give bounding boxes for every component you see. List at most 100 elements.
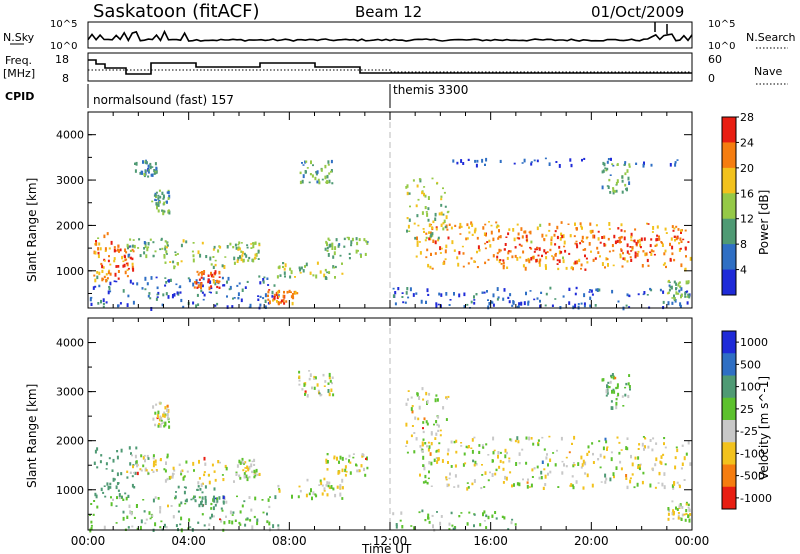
velocity-cell: [184, 499, 187, 503]
power-cell: [498, 259, 501, 264]
power-cell: [106, 277, 109, 280]
power-cell: [612, 188, 615, 192]
velocity-cell: [643, 447, 645, 451]
nsky-panel: N.Sky 10^5 10^0 10^5 10^0 N.Search: [3, 19, 796, 52]
velocity-cell: [530, 437, 533, 440]
velocity-cell: [582, 486, 585, 490]
power-cell: [94, 278, 97, 283]
power-cell: [508, 300, 511, 304]
power-cell: [532, 255, 535, 259]
power-cell: [97, 251, 100, 255]
power-cell: [167, 189, 170, 192]
velocity-cell: [425, 420, 428, 424]
power-cell: [195, 281, 198, 285]
velocity-cell: [95, 494, 98, 499]
power-cell: [578, 258, 581, 263]
velocity-cell: [628, 374, 631, 377]
power-cell: [502, 261, 505, 265]
velocity-cell: [493, 449, 496, 452]
power-cell: [584, 248, 587, 251]
power-cell: [266, 277, 269, 280]
power-cell: [619, 253, 622, 256]
power-cell: [434, 240, 437, 245]
power-cell: [152, 241, 155, 244]
power-cell: [680, 229, 683, 232]
power-cell: [127, 253, 130, 258]
velocity-cell: [473, 479, 476, 483]
velocity-cell: [180, 472, 183, 476]
power-cell: [456, 256, 459, 260]
velocity-cell: [584, 472, 587, 475]
velocity-cell: [435, 394, 438, 397]
power-cell: [405, 186, 408, 189]
velocity-cell: [674, 465, 677, 470]
power-cell: [517, 232, 520, 236]
velocity-cell: [250, 508, 253, 512]
power-cell: [435, 305, 438, 309]
velocity-cell: [463, 452, 466, 456]
velocity-cell: [364, 473, 367, 477]
power-cell: [434, 212, 437, 217]
power-cell: [309, 173, 312, 176]
velocity-cell: [509, 438, 512, 441]
velocity-cell: [491, 459, 494, 463]
power-cell: [554, 298, 557, 300]
power-cell: [621, 265, 624, 268]
power-cell: [589, 296, 592, 300]
power-cell: [452, 159, 455, 163]
power-cell: [597, 237, 600, 241]
velocity-cell: [90, 520, 93, 524]
velocity-cell: [239, 523, 242, 526]
power-cell: [620, 223, 623, 227]
power-cell: [254, 241, 257, 245]
power-cell: [334, 246, 337, 251]
power-cell: [545, 234, 548, 237]
velocity-cell: [421, 509, 424, 513]
velocity-cell: [572, 462, 575, 464]
velocity-cell: [492, 451, 495, 455]
power-cell: [628, 165, 631, 168]
power-cell: [100, 262, 103, 266]
power-cell: [246, 280, 249, 283]
velocity-cell: [413, 450, 416, 454]
power-cell: [634, 228, 637, 231]
velocity-cell: [504, 454, 507, 459]
velocity-cell: [124, 492, 127, 495]
velocity-cell: [166, 477, 169, 481]
power-cell: [164, 240, 167, 243]
velocity-cell: [221, 509, 224, 512]
power-cell: [590, 250, 592, 253]
velocity-cell: [681, 506, 684, 509]
power-cell: [246, 246, 249, 249]
velocity-cell: [248, 496, 251, 499]
power-cell: [160, 237, 163, 241]
power-cell: [629, 256, 632, 259]
velocity-cell: [468, 511, 471, 514]
power-cell: [213, 245, 216, 249]
power-cell: [470, 257, 473, 260]
power-colorbar-swatch: [722, 269, 736, 296]
velocity-cell: [599, 466, 602, 469]
power-cell: [473, 301, 476, 305]
nsearch-tick-high: 10^5: [708, 19, 735, 30]
velocity-cell: [622, 405, 625, 407]
power-cell: [167, 191, 170, 195]
power-cell: [562, 256, 564, 260]
power-cell: [407, 296, 410, 299]
power-cell: [180, 298, 183, 303]
velocity-cell: [631, 473, 634, 476]
velocity-cell: [423, 466, 426, 471]
power-cell: [172, 260, 175, 264]
velocity-cell: [445, 396, 448, 399]
velocity-cell: [421, 387, 424, 391]
power-cell: [575, 243, 578, 246]
velocity-cell: [129, 462, 132, 466]
velocity-cell: [243, 475, 246, 479]
velocity-cell: [173, 469, 176, 472]
power-cell: [596, 288, 599, 292]
power-cell: [276, 295, 279, 300]
velocity-cell: [115, 485, 118, 490]
velocity-cell: [248, 459, 251, 462]
power-cell: [406, 191, 409, 196]
velocity-cell: [255, 468, 258, 473]
